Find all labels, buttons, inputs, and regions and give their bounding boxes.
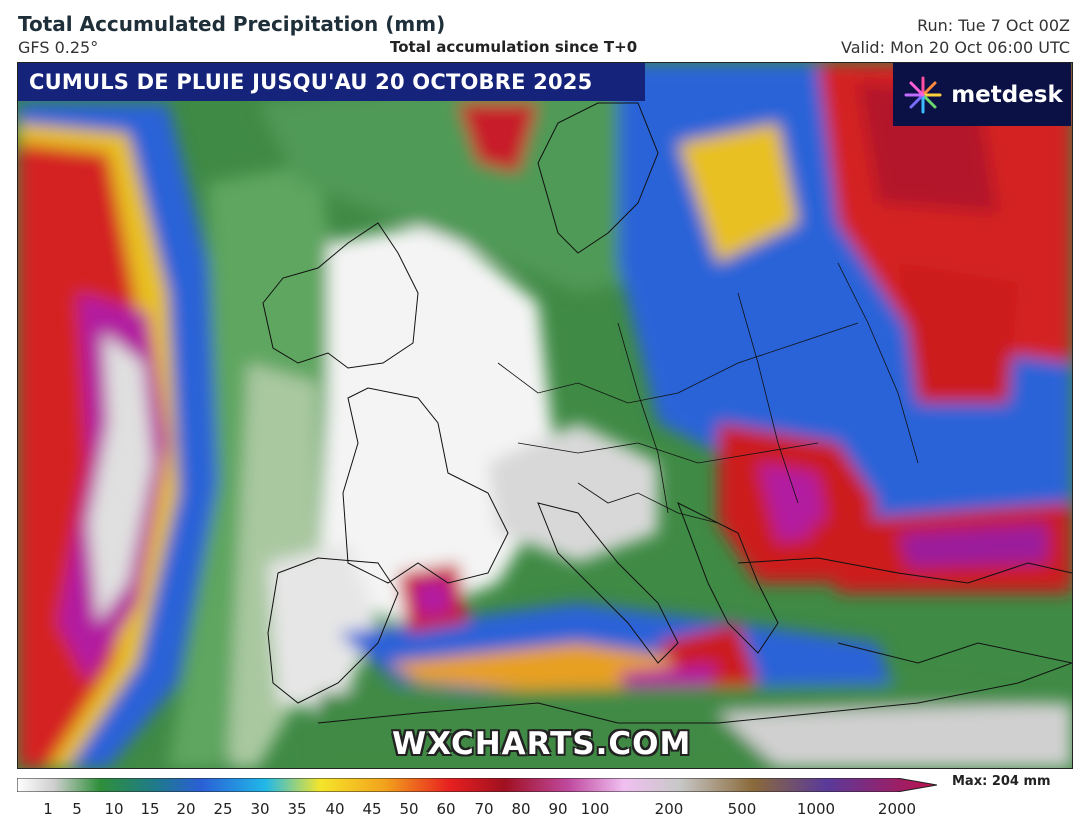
accumulation-subtitle: Total accumulation since T+0 [390,38,638,56]
logo-text: metdesk [951,81,1063,108]
coastlines [262,102,1072,724]
borders [497,262,919,524]
scale-tick-label: 100 [580,800,610,818]
scale-tick-label: 90 [548,800,568,818]
scale-tick-label: 10 [104,800,124,818]
scale-tick-label: 1000 [796,800,836,818]
scale-tick-label: 30 [250,800,270,818]
scale-tick-label: 2000 [877,800,917,818]
scale-tick-label: 500 [727,800,757,818]
scale-tick-label: 1 [43,800,53,818]
scale-tick-label: 45 [362,800,382,818]
scale-tick-label: 20 [176,800,196,818]
run-time: Run: Tue 7 Oct 00Z [917,16,1070,35]
valid-time: Valid: Mon 20 Oct 06:00 UTC [841,38,1070,57]
scale-tick-label: 25 [213,800,233,818]
headline-banner: CUMULS DE PLUIE JUSQU'AU 20 OCTOBRE 2025 [18,63,645,101]
chart-title: Total Accumulated Precipitation (mm) [18,12,446,36]
scale-tick-label: 35 [287,800,307,818]
precipitation-field [18,63,1072,768]
scale-tick-label: 5 [72,800,82,818]
precipitation-map [17,62,1073,769]
color-scale-bar [17,778,937,792]
metdesk-logo: metdesk [893,63,1071,126]
model-label: GFS 0.25° [18,38,99,57]
scale-tick-label: 70 [474,800,494,818]
starburst-icon [904,76,942,113]
max-label: Max: 204 mm [952,774,1051,789]
scale-tick-label: 15 [140,800,160,818]
scale-tick-label: 40 [325,800,345,818]
map-canvas [18,63,1072,768]
scale-tick-label: 50 [399,800,419,818]
scale-tick-label: 60 [436,800,456,818]
watermark: WXCHARTS.COM [392,726,692,762]
scale-tick-label: 80 [511,800,531,818]
scale-tick-label: 200 [654,800,684,818]
